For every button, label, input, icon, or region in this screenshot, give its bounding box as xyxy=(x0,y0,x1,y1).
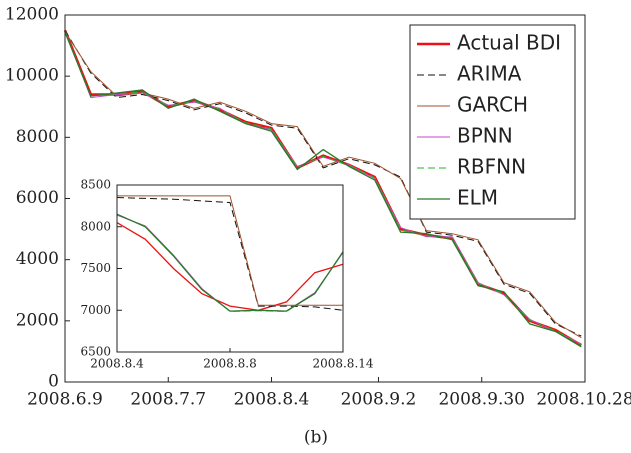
series-line xyxy=(116,197,344,311)
series-line xyxy=(64,30,582,337)
x-tick-label: 2008.6.9 xyxy=(27,390,103,410)
y-tick-label: 8000 xyxy=(16,127,59,147)
series-line xyxy=(117,195,343,306)
x-tick-label: 2008.8.4 xyxy=(234,390,310,410)
plot-frame xyxy=(64,14,586,383)
legend-label: ARIMA xyxy=(457,62,522,86)
y-tick-label: 4000 xyxy=(16,249,59,269)
y-tick-label: 10000 xyxy=(5,66,59,86)
series-line xyxy=(116,222,344,311)
y-tick-label: 2000 xyxy=(16,310,59,330)
y-tick-label: 6500 xyxy=(80,345,111,359)
y-tick-label: 0 xyxy=(48,372,59,392)
x-tick-label: 2008.10.28 xyxy=(536,390,631,410)
y-tick-label: 7500 xyxy=(80,261,111,275)
y-tick-label: 7000 xyxy=(80,303,111,317)
x-tick-label: 2008.8.14 xyxy=(312,357,373,371)
series-line xyxy=(116,213,344,312)
x-tick-label: 2008.9.30 xyxy=(438,390,525,410)
legend-box xyxy=(409,24,576,220)
legend-label: ELM xyxy=(457,186,498,210)
y-tick-label: 8500 xyxy=(80,178,111,192)
y-tick-label: 12000 xyxy=(5,5,59,25)
x-tick-label: 2008.7.7 xyxy=(130,390,206,410)
series-line xyxy=(64,31,582,339)
x-tick-label: 2008.8.4 xyxy=(90,357,144,371)
inset-background xyxy=(117,185,343,352)
legend-label: Actual BDI xyxy=(457,31,561,55)
x-tick-label: 2008.9.2 xyxy=(341,390,417,410)
y-tick-label: 8000 xyxy=(80,219,111,233)
legend-label: RBFNN xyxy=(457,155,526,179)
series-line xyxy=(64,31,582,348)
plot-frame xyxy=(116,184,344,353)
x-tick-label: 2008.8.8 xyxy=(203,357,256,371)
legend-label: GARCH xyxy=(457,93,528,117)
legend-label: BPNN xyxy=(457,124,513,148)
caption: (b) xyxy=(304,428,328,448)
y-tick-label: 6000 xyxy=(16,188,59,208)
